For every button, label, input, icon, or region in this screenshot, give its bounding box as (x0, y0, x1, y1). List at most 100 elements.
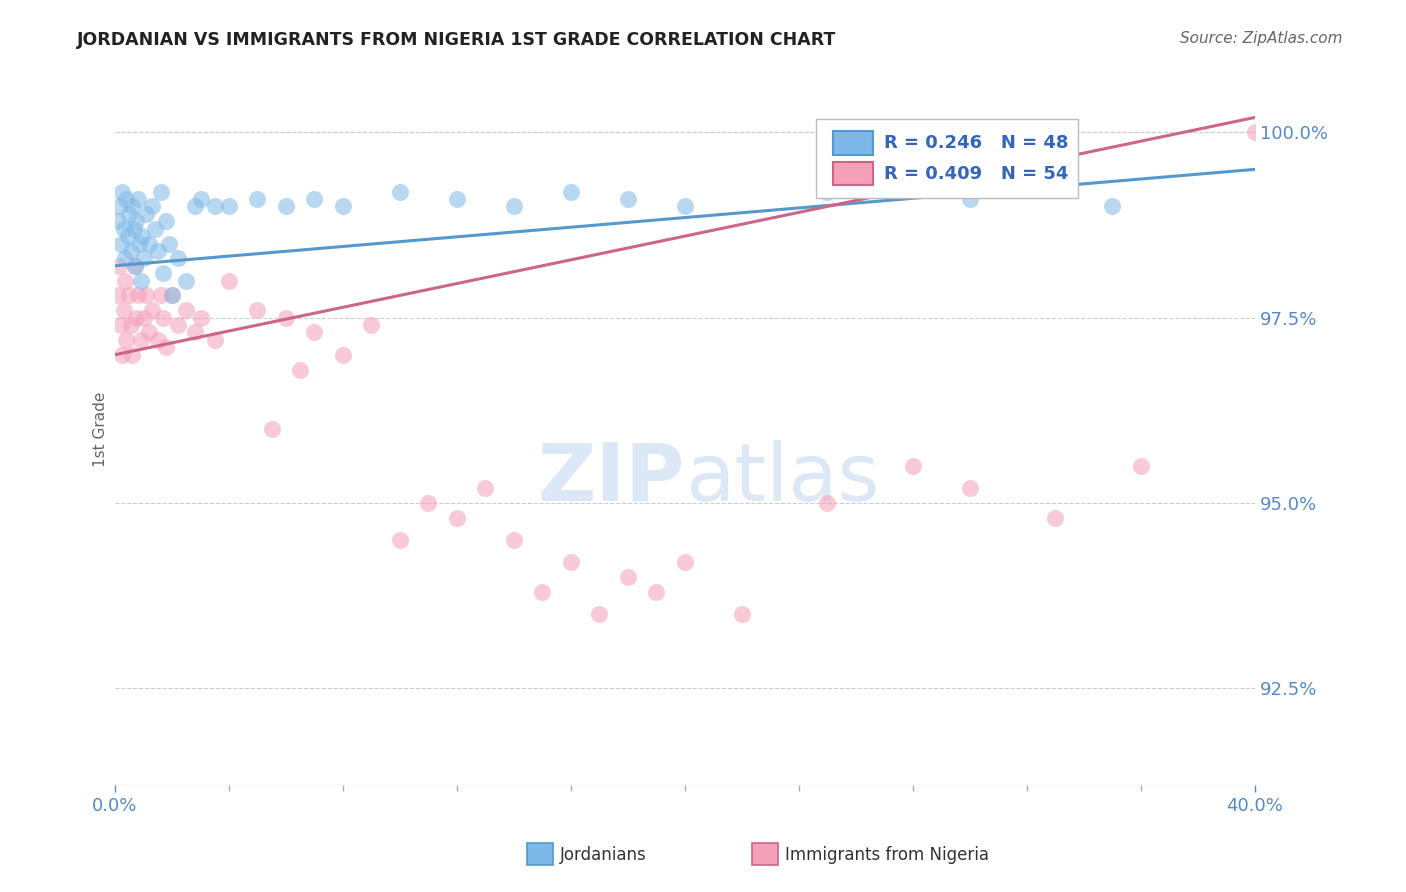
Point (290, 362, 312, 376)
Point (146, 333, 169, 347)
Point (673, 199, 696, 213)
FancyBboxPatch shape (815, 120, 1078, 197)
Point (184, 199, 207, 213)
Point (218, 199, 240, 213)
Point (174, 274, 197, 288)
Point (1244, 125, 1267, 139)
Point (190, 310, 212, 325)
Point (108, 259, 131, 273)
Point (673, 555, 696, 569)
Point (129, 333, 152, 347)
Point (121, 199, 143, 213)
Point (127, 288, 149, 302)
Point (560, 555, 582, 569)
Point (149, 288, 172, 302)
Point (143, 221, 166, 235)
Point (560, 185, 582, 199)
Text: ZIP: ZIP (537, 440, 685, 517)
Point (388, 185, 411, 199)
Point (166, 318, 188, 332)
Point (124, 259, 146, 273)
Point (132, 310, 155, 325)
Point (138, 326, 160, 340)
Point (129, 274, 152, 288)
Point (174, 303, 197, 318)
Point (114, 252, 136, 266)
Point (128, 236, 150, 251)
Point (135, 288, 157, 302)
Point (160, 288, 183, 302)
Point (731, 607, 754, 622)
Point (1045, 511, 1067, 525)
Bar (834, 131, 873, 155)
Point (446, 511, 468, 525)
Point (815, 496, 838, 510)
Point (274, 199, 297, 213)
Point (149, 185, 172, 199)
Point (146, 244, 169, 258)
Point (155, 340, 177, 354)
Point (204, 333, 226, 347)
Y-axis label: 1st Grade: 1st Grade (93, 392, 108, 467)
Point (446, 192, 468, 206)
Point (110, 318, 132, 332)
Point (112, 303, 135, 318)
Point (474, 481, 496, 495)
Point (124, 259, 146, 273)
Point (588, 607, 610, 622)
Point (166, 252, 188, 266)
Point (115, 192, 138, 206)
Point (125, 310, 148, 325)
Point (246, 303, 269, 318)
Point (107, 288, 129, 302)
Point (111, 185, 134, 199)
Point (112, 221, 135, 235)
Point (418, 496, 440, 510)
Point (131, 229, 153, 244)
Text: Jordanians: Jordanians (560, 846, 647, 863)
Point (274, 310, 297, 325)
Text: atlas: atlas (685, 440, 879, 517)
Point (160, 288, 183, 302)
Point (117, 229, 139, 244)
Point (110, 236, 132, 251)
Point (118, 288, 141, 302)
Point (1129, 458, 1152, 473)
Point (184, 326, 207, 340)
Point (360, 318, 382, 332)
Text: R = 0.246   N = 48: R = 0.246 N = 48 (884, 134, 1069, 152)
Point (901, 458, 924, 473)
Point (115, 333, 138, 347)
Point (125, 214, 148, 228)
Text: JORDANIAN VS IMMIGRANTS FROM NIGERIA 1ST GRADE CORRELATION CHART: JORDANIAN VS IMMIGRANTS FROM NIGERIA 1ST… (77, 31, 837, 49)
Point (645, 585, 668, 599)
Point (122, 221, 145, 235)
Point (107, 214, 129, 228)
Point (135, 207, 157, 221)
Point (120, 244, 142, 258)
Point (157, 236, 180, 251)
Point (132, 252, 155, 266)
Point (260, 422, 283, 436)
Point (815, 185, 838, 199)
Point (531, 585, 554, 599)
Point (108, 199, 131, 213)
Point (152, 310, 174, 325)
Point (155, 214, 177, 228)
Point (121, 348, 143, 362)
Point (141, 303, 163, 318)
Point (127, 192, 149, 206)
Point (503, 199, 526, 213)
Point (304, 192, 326, 206)
Point (114, 274, 136, 288)
Point (617, 192, 640, 206)
Text: R = 0.409   N = 54: R = 0.409 N = 54 (884, 165, 1069, 183)
Point (304, 326, 326, 340)
Point (141, 199, 163, 213)
Bar (834, 162, 873, 186)
Point (120, 318, 142, 332)
Point (503, 533, 526, 547)
Point (1101, 199, 1123, 213)
Point (138, 236, 160, 251)
Point (388, 533, 411, 547)
